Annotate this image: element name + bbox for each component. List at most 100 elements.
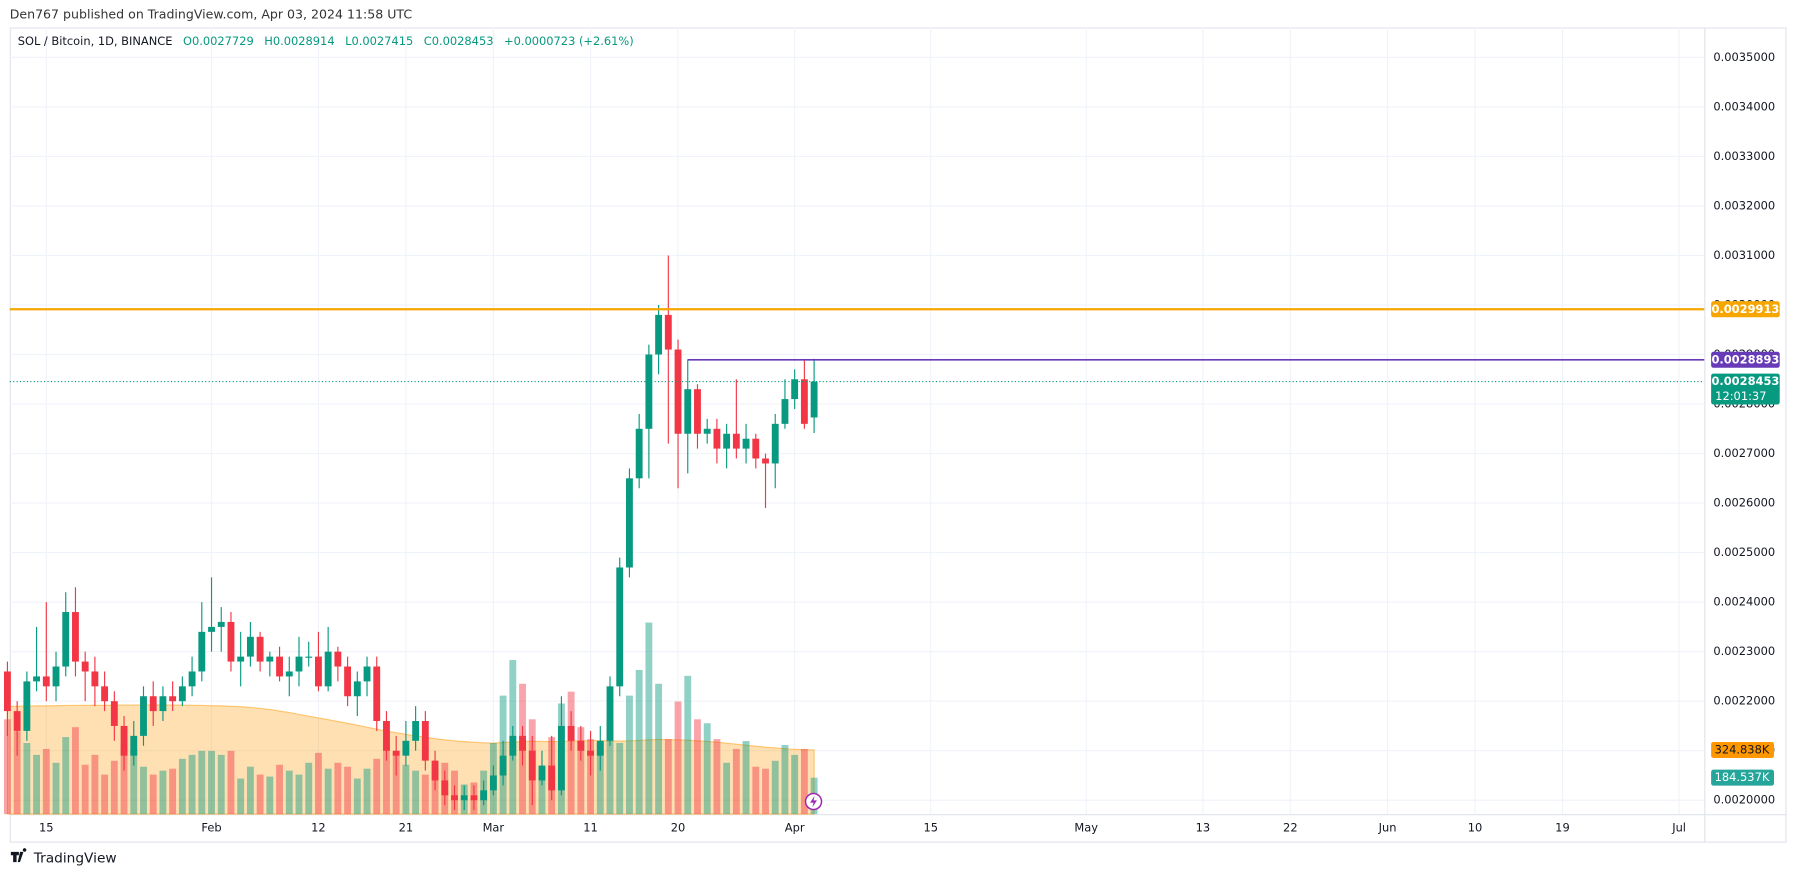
- candle-body: [480, 790, 488, 801]
- ohlc-high: H0.0028914: [264, 34, 334, 48]
- candle-body: [723, 433, 731, 449]
- candle-body: [528, 750, 536, 781]
- ohlc-close: C0.0028453: [424, 34, 494, 48]
- candle-body: [645, 354, 653, 429]
- volume-bar: [246, 766, 254, 815]
- countdown: 12:01:37: [1715, 389, 1766, 403]
- volume-bar: [334, 762, 342, 815]
- volume-bar: [62, 737, 70, 815]
- volume-bar: [606, 717, 614, 815]
- candle-body: [188, 671, 196, 687]
- candle-body: [33, 676, 41, 682]
- candle-body: [52, 666, 60, 687]
- volume-bar: [412, 770, 420, 815]
- candle-body: [295, 656, 303, 672]
- y-tick-label: 0.0035000: [1713, 50, 1775, 64]
- volume-bar: [285, 770, 293, 815]
- publisher: Den767 published on TradingView.com, Apr…: [10, 6, 413, 21]
- volume-bar: [538, 770, 546, 815]
- volume-bar: [72, 727, 79, 815]
- x-tick-label: Apr: [785, 820, 805, 834]
- volume-bar: [742, 741, 750, 815]
- candle-body: [101, 686, 109, 702]
- candle-body: [713, 428, 721, 449]
- candle-body: [363, 666, 371, 682]
- symbol: SOL / Bitcoin, 1D, BINANCE: [18, 34, 173, 48]
- candle-body: [23, 681, 31, 731]
- volume-bar: [344, 766, 352, 815]
- y-tick-label: 0.0023000: [1713, 644, 1775, 658]
- volume-bar: [383, 744, 390, 815]
- candle-body: [421, 721, 429, 761]
- volume-bar: [752, 766, 760, 815]
- candle-body: [800, 379, 808, 424]
- candle-body: [742, 438, 750, 449]
- volume-bar: [169, 768, 177, 815]
- candle-body: [285, 671, 293, 677]
- candle-body: [237, 656, 245, 662]
- candle-body: [42, 676, 50, 687]
- volume-bar: [353, 778, 361, 815]
- x-tick-label: 21: [399, 820, 414, 834]
- volume-bar: [771, 760, 779, 815]
- candle-body: [217, 621, 225, 627]
- candle-body: [664, 314, 672, 350]
- candle-body: [567, 725, 575, 741]
- candle-body: [499, 755, 507, 776]
- candle-body: [315, 656, 322, 687]
- candle-body: [596, 740, 604, 756]
- candle-body: [149, 696, 157, 712]
- candle-body: [13, 711, 21, 731]
- candle-body: [674, 349, 682, 434]
- candle-body: [159, 696, 167, 712]
- candle-body: [460, 795, 468, 801]
- brand: TradingView: [33, 851, 117, 867]
- logo: [10, 848, 27, 863]
- legend: SOL / Bitcoin, 1D, BINANCE O0.0027729 H0…: [18, 34, 634, 48]
- grid: 0.0020000 0.0022000 0.0023000 0.0024000 0.00…: [9, 27, 1775, 834]
- candle-body: [762, 458, 769, 464]
- volume-bar: [363, 768, 371, 815]
- y-tick-label: 0.0022000: [1713, 694, 1775, 708]
- volume-bar: [626, 695, 633, 815]
- volume-bar: [305, 762, 313, 815]
- level-label: 0.0029913: [1711, 302, 1779, 316]
- volume-bar: [140, 766, 147, 815]
- volume-bar: [42, 748, 50, 815]
- volume-bar: [791, 754, 799, 815]
- event-icon-bolt: [810, 795, 817, 808]
- candle-body: [732, 433, 740, 449]
- candle-body: [752, 438, 760, 459]
- candle-body: [324, 651, 332, 687]
- volume-bar: [703, 723, 711, 815]
- candle-body: [538, 765, 546, 781]
- candle-body: [305, 656, 313, 658]
- candle-body: [470, 795, 478, 801]
- volume-bar: [23, 743, 31, 815]
- candle-body: [120, 725, 128, 756]
- x-tick-label: 19: [1555, 820, 1570, 834]
- candle-body: [655, 314, 663, 355]
- volume-bar: [635, 669, 643, 815]
- change: +0.0000723 (+2.61%): [504, 34, 634, 48]
- volume-bar: [295, 774, 303, 815]
- volume-bar: [402, 764, 410, 815]
- volume-bar: [256, 774, 264, 815]
- candle-body: [353, 681, 361, 697]
- volume-bar: [674, 701, 682, 815]
- volume-bar: [101, 774, 109, 815]
- x-tick-label: Feb: [201, 820, 221, 834]
- volume-bar: [276, 764, 283, 815]
- volume-bar: [91, 754, 99, 815]
- volume-label: 184.537K: [1715, 770, 1770, 784]
- volume-bar: [52, 762, 60, 815]
- y-tick-label: 0.0026000: [1713, 496, 1775, 510]
- volume-ma-badge: [1711, 741, 1774, 758]
- candle-body: [198, 631, 206, 672]
- volume-bar: [373, 758, 381, 815]
- candle-body: [626, 478, 633, 568]
- candle-body: [256, 636, 264, 662]
- candle-body: [577, 740, 585, 751]
